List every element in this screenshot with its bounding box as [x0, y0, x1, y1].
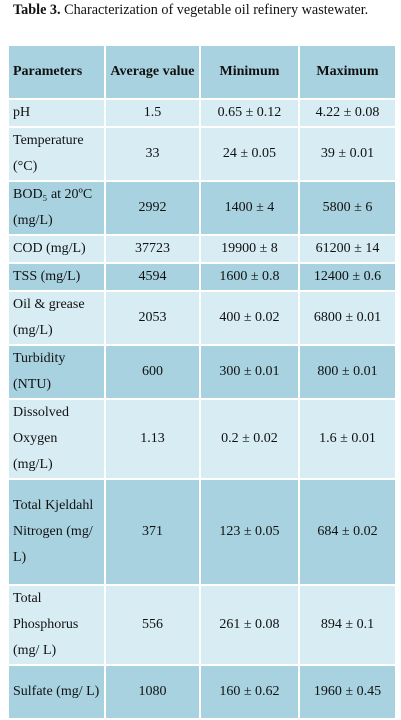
table-row: COD (mg/L) 37723 19900 ± 8 61200 ± 14: [9, 236, 395, 262]
row-parameter: Sulfate (mg/ L): [9, 666, 104, 718]
table-row: Total Phosphorus (mg/ L) 556 261 ± 0.08 …: [9, 586, 395, 664]
row-maximum: 894 ± 0.1: [299, 586, 395, 664]
row-average: 1080: [106, 666, 199, 718]
row-parameter: Temperature (°C): [9, 128, 104, 180]
row-minimum: 1600 ± 0.8: [200, 264, 298, 290]
row-maximum: 4.22 ± 0.08: [299, 100, 395, 126]
row-average: 556: [106, 586, 199, 664]
row-parameter: Total Phosphorus (mg/ L): [9, 586, 104, 664]
row-maximum: 39 ± 0.01: [299, 128, 395, 180]
table-row: Sulfate (mg/ L) 1080 160 ± 0.62 1960 ± 0…: [9, 666, 395, 718]
row-average: 1.13: [106, 400, 199, 478]
row-average: 37723: [106, 236, 199, 262]
table-row: Total Kjeldahl Nitrogen (mg/ L) 371 123 …: [9, 480, 395, 584]
row-maximum: 12400 ± 0.6: [299, 264, 395, 290]
header-average-value: Average value: [106, 46, 199, 98]
table-row: Dissolved Oxygen (mg/L) 1.13 0.2 ± 0.02 …: [9, 400, 395, 478]
row-maximum: 5800 ± 6: [299, 182, 395, 234]
table-row: TSS (mg/L) 4594 1600 ± 0.8 12400 ± 0.6: [9, 264, 395, 290]
row-maximum: 6800 ± 0.01: [299, 292, 395, 344]
row-average: 1.5: [106, 100, 199, 126]
row-parameter: BOD₅ at 20ºC (mg/L): [9, 182, 104, 234]
row-minimum: 400 ± 0.02: [200, 292, 298, 344]
caption-label: Table 3.: [13, 2, 61, 18]
row-minimum: 19900 ± 8: [200, 236, 298, 262]
row-minimum: 160 ± 0.62: [200, 666, 298, 718]
table-header-row: Parameters Average value Minimum Maximum: [9, 46, 395, 98]
row-parameter: Turbidity (NTU): [9, 346, 104, 398]
caption-text: Characterization of vegetable oil refine…: [64, 2, 369, 18]
table-row: Oil & grease (mg/L) 2053 400 ± 0.02 6800…: [9, 292, 395, 344]
row-parameter: COD (mg/L): [9, 236, 104, 262]
row-maximum: 684 ± 0.02: [299, 480, 395, 584]
row-minimum: 0.65 ± 0.12: [200, 100, 298, 126]
header-parameters: Parameters: [9, 46, 104, 98]
row-maximum: 61200 ± 14: [299, 236, 395, 262]
row-maximum: 1960 ± 0.45: [299, 666, 395, 718]
table-caption: Table 3. Characterization of vegetable o…: [13, 2, 389, 19]
header-maximum: Maximum: [299, 46, 395, 98]
table-row: BOD₅ at 20ºC (mg/L) 2992 1400 ± 4 5800 ±…: [9, 182, 395, 234]
wastewater-characterization-table: Parameters Average value Minimum Maximum…: [7, 44, 397, 720]
row-average: 2053: [106, 292, 199, 344]
row-average: 33: [106, 128, 199, 180]
row-average: 600: [106, 346, 199, 398]
row-average: 4594: [106, 264, 199, 290]
row-parameter: Dissolved Oxygen (mg/L): [9, 400, 104, 478]
row-minimum: 24 ± 0.05: [200, 128, 298, 180]
row-parameter: pH: [9, 100, 104, 126]
row-parameter: TSS (mg/L): [9, 264, 104, 290]
row-minimum: 300 ± 0.01: [200, 346, 298, 398]
table-row: Temperature (°C) 33 24 ± 0.05 39 ± 0.01: [9, 128, 395, 180]
row-average: 2992: [106, 182, 199, 234]
table-row: Turbidity (NTU) 600 300 ± 0.01 800 ± 0.0…: [9, 346, 395, 398]
row-parameter: Oil & grease (mg/L): [9, 292, 104, 344]
table-row: pH 1.5 0.65 ± 0.12 4.22 ± 0.08: [9, 100, 395, 126]
row-minimum: 123 ± 0.05: [200, 480, 298, 584]
row-minimum: 0.2 ± 0.02: [200, 400, 298, 478]
row-maximum: 800 ± 0.01: [299, 346, 395, 398]
row-average: 371: [106, 480, 199, 584]
header-minimum: Minimum: [200, 46, 298, 98]
row-minimum: 1400 ± 4: [200, 182, 298, 234]
row-parameter: Total Kjeldahl Nitrogen (mg/ L): [9, 480, 104, 584]
row-minimum: 261 ± 0.08: [200, 586, 298, 664]
row-maximum: 1.6 ± 0.01: [299, 400, 395, 478]
